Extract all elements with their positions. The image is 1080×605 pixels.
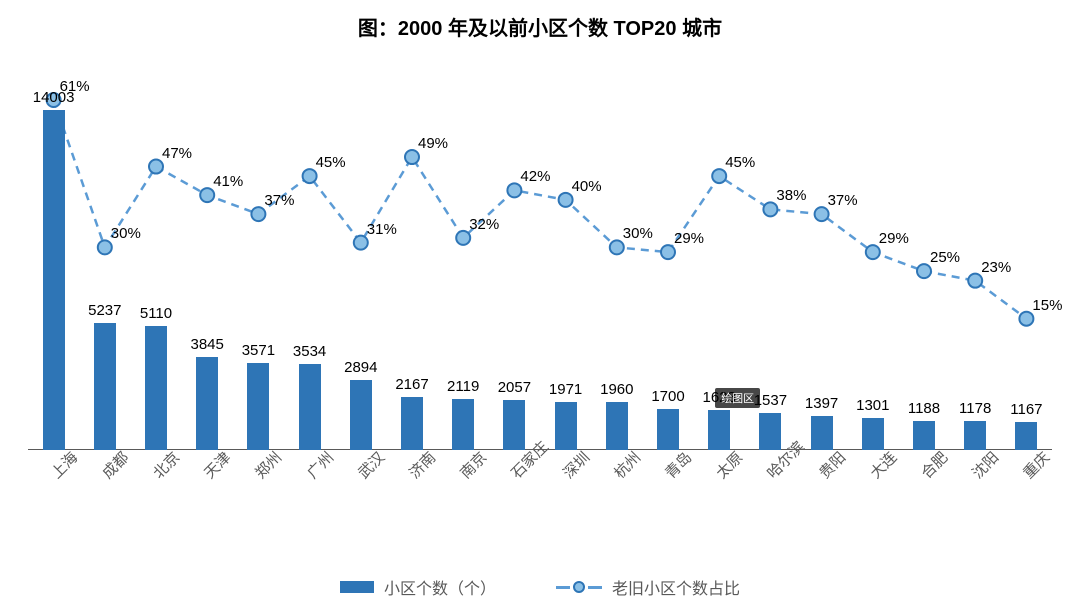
bar [862,418,884,450]
line-marker [149,160,163,174]
category-label: 广州 [302,447,338,483]
line-value-label: 37% [828,192,858,209]
bar [503,400,525,450]
category-label: 成都 [97,447,133,483]
category-label: 南京 [455,447,491,483]
bar [94,323,116,450]
bar [657,409,679,450]
bar [708,410,730,450]
bar [401,397,423,450]
category-label: 北京 [148,447,184,483]
category-label: 贵阳 [814,447,850,483]
bar [452,399,474,450]
legend-bar-swatch [340,581,374,593]
bar [1015,422,1037,450]
bar-value-label: 5110 [126,305,186,322]
bar [964,421,986,450]
chart-title: 图：2000 年及以前小区个数 TOP20 城市 [0,0,1080,41]
bar-value-label: 2894 [331,359,391,376]
plot-region: 1400352375110384535713534289421672119205… [28,70,1052,450]
plot-tooltip: 绘图区 [715,388,760,408]
line-value-label: 40% [572,178,602,195]
legend-bar-label: 小区个数（个） [384,575,496,599]
line-value-label: 61% [60,78,90,95]
line-marker [507,183,521,197]
line-value-label: 45% [316,154,346,171]
line-marker [866,245,880,259]
legend-line-swatch [556,580,602,594]
bar [811,416,833,450]
category-label: 济南 [404,447,440,483]
line-marker [200,188,214,202]
line-value-label: 29% [674,230,704,247]
bar [350,380,372,450]
line-marker [98,240,112,254]
line-marker [661,245,675,259]
line-marker [968,274,982,288]
bar [43,110,65,450]
line-value-label: 31% [367,221,397,238]
category-label: 沈阳 [967,447,1003,483]
line-marker [251,207,265,221]
legend-item-line: 老旧小区个数占比 [556,575,740,599]
line-value-label: 38% [776,187,806,204]
line-marker [917,264,931,278]
line-marker [303,169,317,183]
line-value-label: 15% [1032,297,1062,314]
line-value-label: 42% [520,168,550,185]
line-value-label: 30% [623,225,653,242]
category-label: 天津 [199,447,235,483]
line-value-label: 25% [930,249,960,266]
line-marker [456,231,470,245]
line-marker [354,236,368,250]
bar [913,421,935,450]
legend-line-label: 老旧小区个数占比 [612,575,740,599]
line-marker [763,202,777,216]
bar [247,363,269,450]
bar [299,364,321,450]
category-label: 杭州 [609,447,645,483]
bar [555,402,577,450]
line-value-label: 32% [469,216,499,233]
legend: 小区个数（个） 老旧小区个数占比 [0,575,1080,599]
category-label: 青岛 [660,447,696,483]
category-label: 大连 [865,447,901,483]
line-value-label: 41% [213,173,243,190]
legend-item-bar: 小区个数（个） [340,575,496,599]
line-marker [559,193,573,207]
chart-area: 1400352375110384535713534289421672119205… [28,70,1052,510]
category-label: 太原 [711,447,747,483]
category-label: 武汉 [353,447,389,483]
category-label: 上海 [46,447,82,483]
category-label: 合肥 [916,447,952,483]
line-value-label: 23% [981,259,1011,276]
category-label: 重庆 [1018,447,1054,483]
bar-value-label: 3534 [280,343,340,360]
line-value-label: 47% [162,145,192,162]
line-marker [712,169,726,183]
line-value-label: 45% [725,154,755,171]
line-value-label: 30% [111,225,141,242]
line-marker [405,150,419,164]
bar-value-label: 1167 [996,401,1056,418]
bar [145,326,167,450]
line-marker [610,240,624,254]
line-value-label: 37% [264,192,294,209]
line-value-label: 49% [418,135,448,152]
category-label: 郑州 [250,447,286,483]
line-value-label: 29% [879,230,909,247]
bar [606,402,628,450]
line-marker [1019,312,1033,326]
bar [196,357,218,450]
category-label: 深圳 [558,447,594,483]
bar [759,413,781,450]
line-marker [815,207,829,221]
